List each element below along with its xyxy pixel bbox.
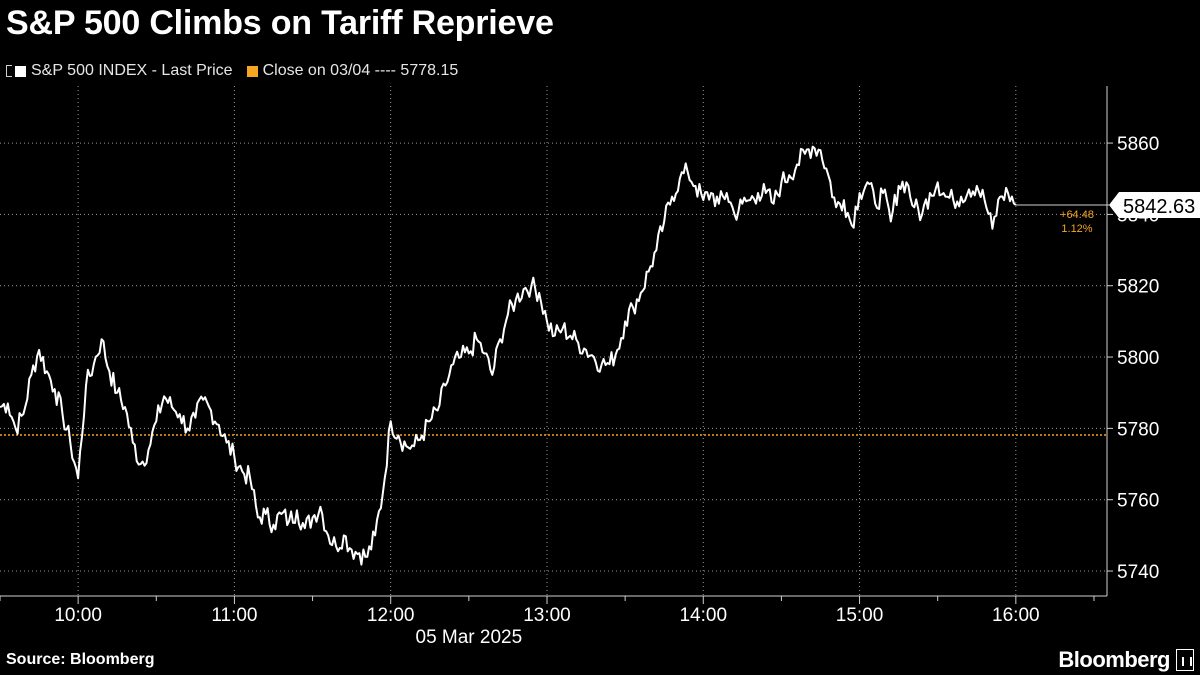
axes-layer bbox=[0, 86, 1113, 604]
labels-layer: 574057605780580058205840586010:0011:0012… bbox=[54, 134, 1200, 648]
series-line-sp500 bbox=[0, 145, 1017, 566]
legend-swatch-reference bbox=[246, 65, 258, 77]
legend-swatch-series bbox=[15, 65, 26, 77]
x-tick-label: 12:00 bbox=[367, 605, 415, 626]
chart-legend: S&P 500 INDEX - Last Price Close on 03/0… bbox=[6, 61, 472, 81]
change-pct-label: 1.12% bbox=[1061, 223, 1092, 235]
line-series-icon bbox=[6, 65, 12, 77]
x-tick-label: 15:00 bbox=[836, 605, 884, 626]
y-tick-label: 5820 bbox=[1117, 277, 1159, 298]
legend-series-label: S&P 500 INDEX - Last Price bbox=[31, 62, 233, 79]
last-price-tag bbox=[1109, 192, 1200, 219]
legend-item-reference: Close on 03/04 ---- 5778.15 bbox=[246, 62, 459, 80]
x-axis-label: 05 Mar 2025 bbox=[416, 627, 523, 648]
series-layer bbox=[0, 145, 1017, 566]
legend-item-series: S&P 500 INDEX - Last Price bbox=[6, 62, 233, 80]
x-tick-label: 11:00 bbox=[211, 605, 257, 626]
y-tick-label: 5760 bbox=[1117, 491, 1159, 512]
y-tick-label: 5740 bbox=[1117, 562, 1159, 583]
y-tick-label: 5780 bbox=[1117, 419, 1159, 440]
x-tick-label: 14:00 bbox=[679, 605, 727, 626]
reference-layer bbox=[0, 204, 1109, 436]
source-note: Source: Bloomberg bbox=[6, 651, 155, 668]
grid-layer bbox=[0, 86, 1107, 596]
change-label: +64.48 bbox=[1060, 209, 1094, 221]
bloomberg-terminal-icon bbox=[1176, 649, 1194, 671]
y-tick-label: 5860 bbox=[1117, 134, 1159, 155]
last-price-label: 5842.63 bbox=[1123, 196, 1195, 218]
chart-title: S&P 500 Climbs on Tariff Reprieve bbox=[6, 4, 554, 42]
legend-reference-label: Close on 03/04 ---- 5778.15 bbox=[262, 62, 459, 79]
x-tick-label: 16:00 bbox=[992, 605, 1040, 626]
x-tick-label: 10:00 bbox=[54, 605, 102, 626]
x-tick-label: 13:00 bbox=[523, 605, 571, 626]
y-tick-label: 5800 bbox=[1117, 348, 1159, 369]
brand-logo: Bloomberg bbox=[1058, 647, 1170, 672]
